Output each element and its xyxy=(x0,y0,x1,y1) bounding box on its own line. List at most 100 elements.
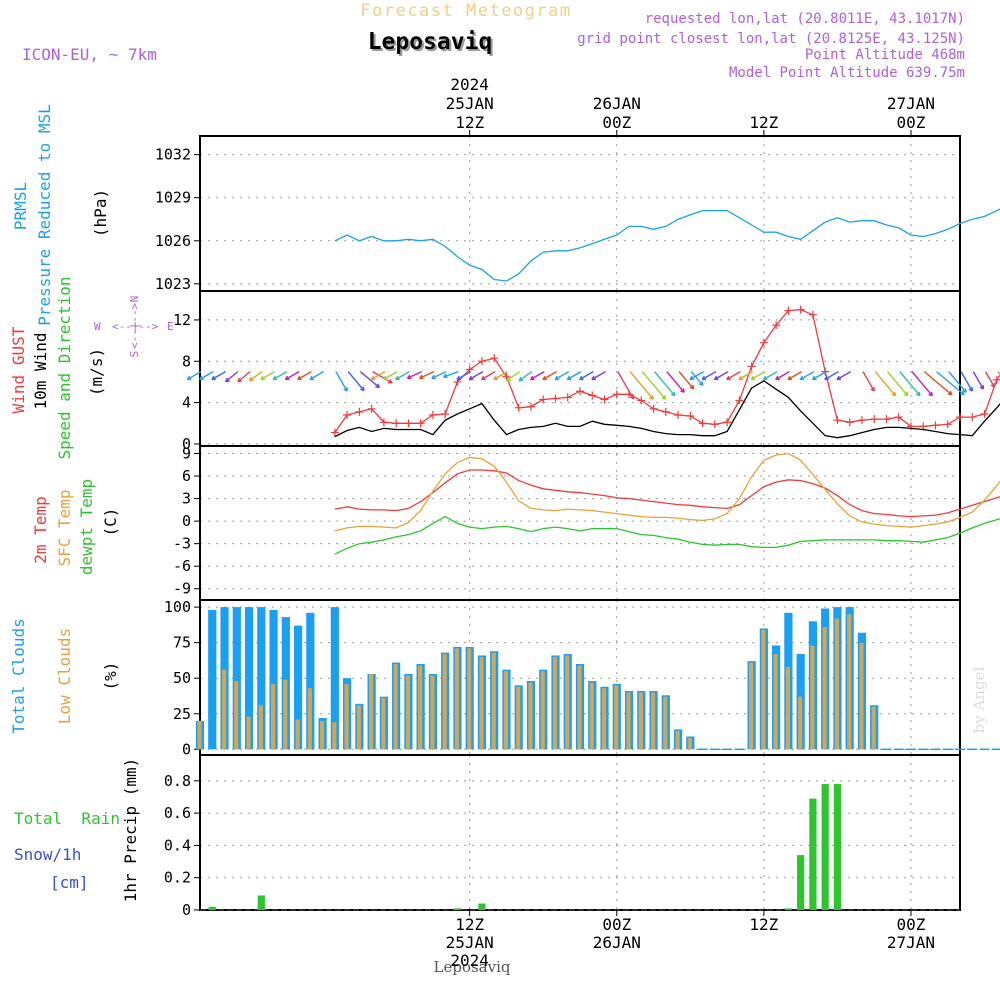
pressure-ylabel-line2: Pressure Reduced to MSL xyxy=(35,104,54,326)
rain-bar xyxy=(809,798,817,910)
wind-ylabel: Wind GUST 10m Wind Speed and Direction (… xyxy=(9,276,106,459)
time-label-bottom: 12Z xyxy=(455,915,484,934)
low-cloud-bar xyxy=(270,683,276,750)
total-cloud-bar xyxy=(330,607,339,750)
wind-arrowhead xyxy=(990,383,996,388)
low-cloud-bar xyxy=(785,666,790,750)
gust-marker xyxy=(931,421,940,430)
wind-arrowhead xyxy=(661,395,667,400)
temp-ylabel-sfc: SFC Temp xyxy=(55,489,74,566)
wind-arrowhead xyxy=(370,375,376,381)
wind-arrowhead xyxy=(701,375,707,381)
wind-arrowhead xyxy=(309,375,314,381)
gust-marker xyxy=(379,418,388,427)
model-label: ICON-EU, ~ 7km xyxy=(22,45,157,64)
rain-bar xyxy=(797,855,805,910)
pressure-ytick-label: 1023 xyxy=(155,275,191,293)
wind-arrowhead xyxy=(726,375,731,381)
wind-arrow xyxy=(899,371,921,397)
precip-ytick-label: 0 xyxy=(182,901,191,919)
temperature-ytick-label: 9 xyxy=(182,445,191,463)
wind-arrowhead xyxy=(456,375,462,381)
wind-arrow xyxy=(187,370,202,381)
rain-bar xyxy=(821,784,829,910)
total-cloud-bar xyxy=(244,607,254,750)
low-cloud-bar xyxy=(221,669,227,750)
wind-arrow xyxy=(468,370,484,381)
clouds-ytick-label: 75 xyxy=(173,634,191,652)
pressure-ylabel: PRMSL Pressure Reduced to MSL (hPa) xyxy=(11,104,110,326)
rain-bar xyxy=(833,784,842,910)
point-altitude: Point Altitude 468m xyxy=(805,47,965,63)
wind-arrowhead xyxy=(836,375,842,381)
pressure-panel: 1023 1026 1029 1032 xyxy=(155,135,1000,293)
time-label-top: 27JAN xyxy=(887,94,935,113)
temperature-ytick-label: 0 xyxy=(182,512,191,530)
wind-arrowhead xyxy=(891,391,897,397)
gust-marker xyxy=(404,419,413,428)
wind-arrows xyxy=(186,370,1000,400)
temp-ylabel: 2m Temp SFC Temp dewpt Temp (C) xyxy=(31,479,120,575)
wind-arrow xyxy=(419,370,435,379)
low-cloud-bar xyxy=(454,648,460,750)
wind-ylabel-10m: 10m Wind xyxy=(31,332,50,409)
precip-frame xyxy=(199,754,961,911)
clouds-ytick-label: 0 xyxy=(182,740,191,758)
pressure-ytick-label: 1029 xyxy=(155,189,191,207)
wind-arrowhead xyxy=(689,384,695,390)
pressure-ylabel-unit: (hPa) xyxy=(91,189,110,237)
wind-arrow xyxy=(518,371,533,382)
low-cloud-bar xyxy=(687,737,692,750)
pressure-ytick-label: 1026 xyxy=(155,232,191,250)
wind-arrowhead xyxy=(554,375,560,381)
gust-marker xyxy=(588,391,597,400)
low-cloud-bar xyxy=(761,629,766,750)
wind-ytick-label: 8 xyxy=(182,352,191,370)
low-cloud-bar xyxy=(871,706,876,750)
time-label-bottom: 00Z xyxy=(897,915,926,934)
gust-marker xyxy=(477,357,486,366)
wind-ytick-label: 12 xyxy=(173,311,191,329)
gust-marker xyxy=(845,418,854,427)
wind-arrow xyxy=(272,370,288,381)
wind-arrow xyxy=(836,370,852,381)
wind-arrowhead xyxy=(272,375,278,381)
wind-arrowhead xyxy=(493,375,498,381)
wind-arrow xyxy=(554,370,570,381)
temperature-frame xyxy=(199,445,961,601)
wind-arrowhead xyxy=(629,394,635,400)
low-cloud-bar xyxy=(319,720,325,750)
wind-arrow xyxy=(359,371,380,389)
wind-arrow xyxy=(567,370,582,381)
wind-arrowhead xyxy=(928,391,933,397)
wind-arrow xyxy=(701,370,717,381)
wind-arrow xyxy=(654,371,676,397)
pressure-ytick-label: 1032 xyxy=(155,146,191,164)
wind-arrowhead xyxy=(260,375,265,381)
low-cloud-bar xyxy=(295,719,300,750)
low-cloud-bar xyxy=(307,688,312,750)
precip-ylabel-cm: [cm] xyxy=(50,873,89,892)
gust-marker xyxy=(710,420,719,429)
precip-ytick-label: 0.2 xyxy=(164,869,191,887)
wind-arrow xyxy=(260,370,275,381)
gust-marker xyxy=(355,407,364,416)
temperature-series-line xyxy=(334,515,1000,555)
low-cloud-bar xyxy=(528,682,533,750)
wind-arrowhead xyxy=(518,376,524,382)
wind-arrowhead xyxy=(248,376,254,382)
wind-arrowhead xyxy=(591,375,596,381)
wind-arrow xyxy=(530,370,545,381)
wind-arrow xyxy=(763,370,778,381)
wind-ytick-label: 4 xyxy=(182,394,191,412)
gust-marker xyxy=(343,411,352,419)
time-label-top: 26JAN xyxy=(593,94,641,113)
gust-marker xyxy=(882,415,891,424)
wind-arrow xyxy=(812,370,827,381)
footer-location: Leposaviq xyxy=(434,958,511,976)
time-label-bottom: 12Z xyxy=(749,915,778,934)
time-label-top: 00Z xyxy=(602,113,631,132)
wind-arrowhead xyxy=(506,376,511,382)
wind-arrowhead xyxy=(979,385,985,390)
